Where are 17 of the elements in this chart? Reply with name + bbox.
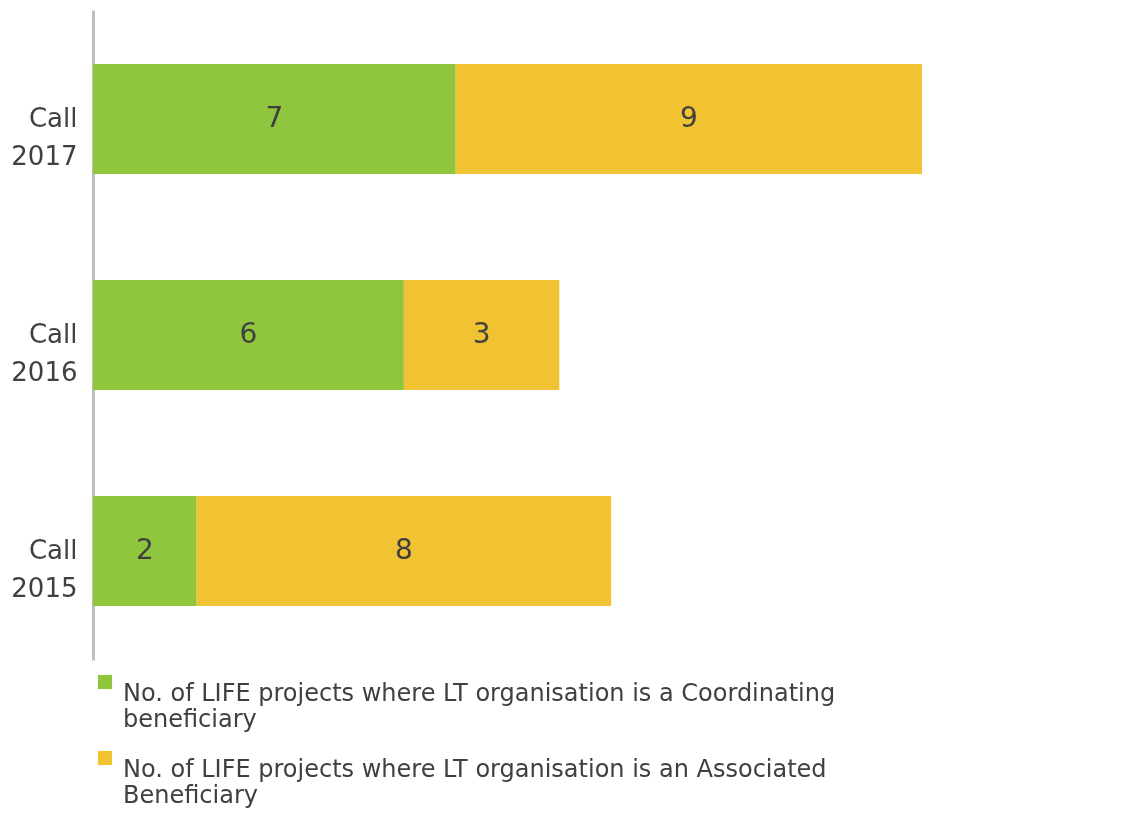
y-tick-label: Call 2015 <box>11 534 78 603</box>
bar <box>93 279 404 391</box>
legend-label: No. of LIFE projects where LT organisation is a Coordinating beneficiary <box>123 679 836 733</box>
bar <box>455 63 922 175</box>
bar <box>93 63 456 175</box>
bar <box>196 495 612 607</box>
legend-label: No. of LIFE projects where LT organisation is an Associated Beneficiary <box>123 755 827 809</box>
bar <box>93 495 197 607</box>
y-tick-label: Call 2017 <box>11 103 78 172</box>
data-label: 9 <box>679 101 698 135</box>
data-label: 6 <box>239 317 258 350</box>
data-label: 3 <box>472 317 491 350</box>
y-tick-label: Call 2016 <box>11 319 78 387</box>
bar <box>403 279 560 391</box>
data-label: 7 <box>265 101 284 135</box>
data-label: 8 <box>394 532 413 566</box>
data-label: 2 <box>135 532 154 566</box>
